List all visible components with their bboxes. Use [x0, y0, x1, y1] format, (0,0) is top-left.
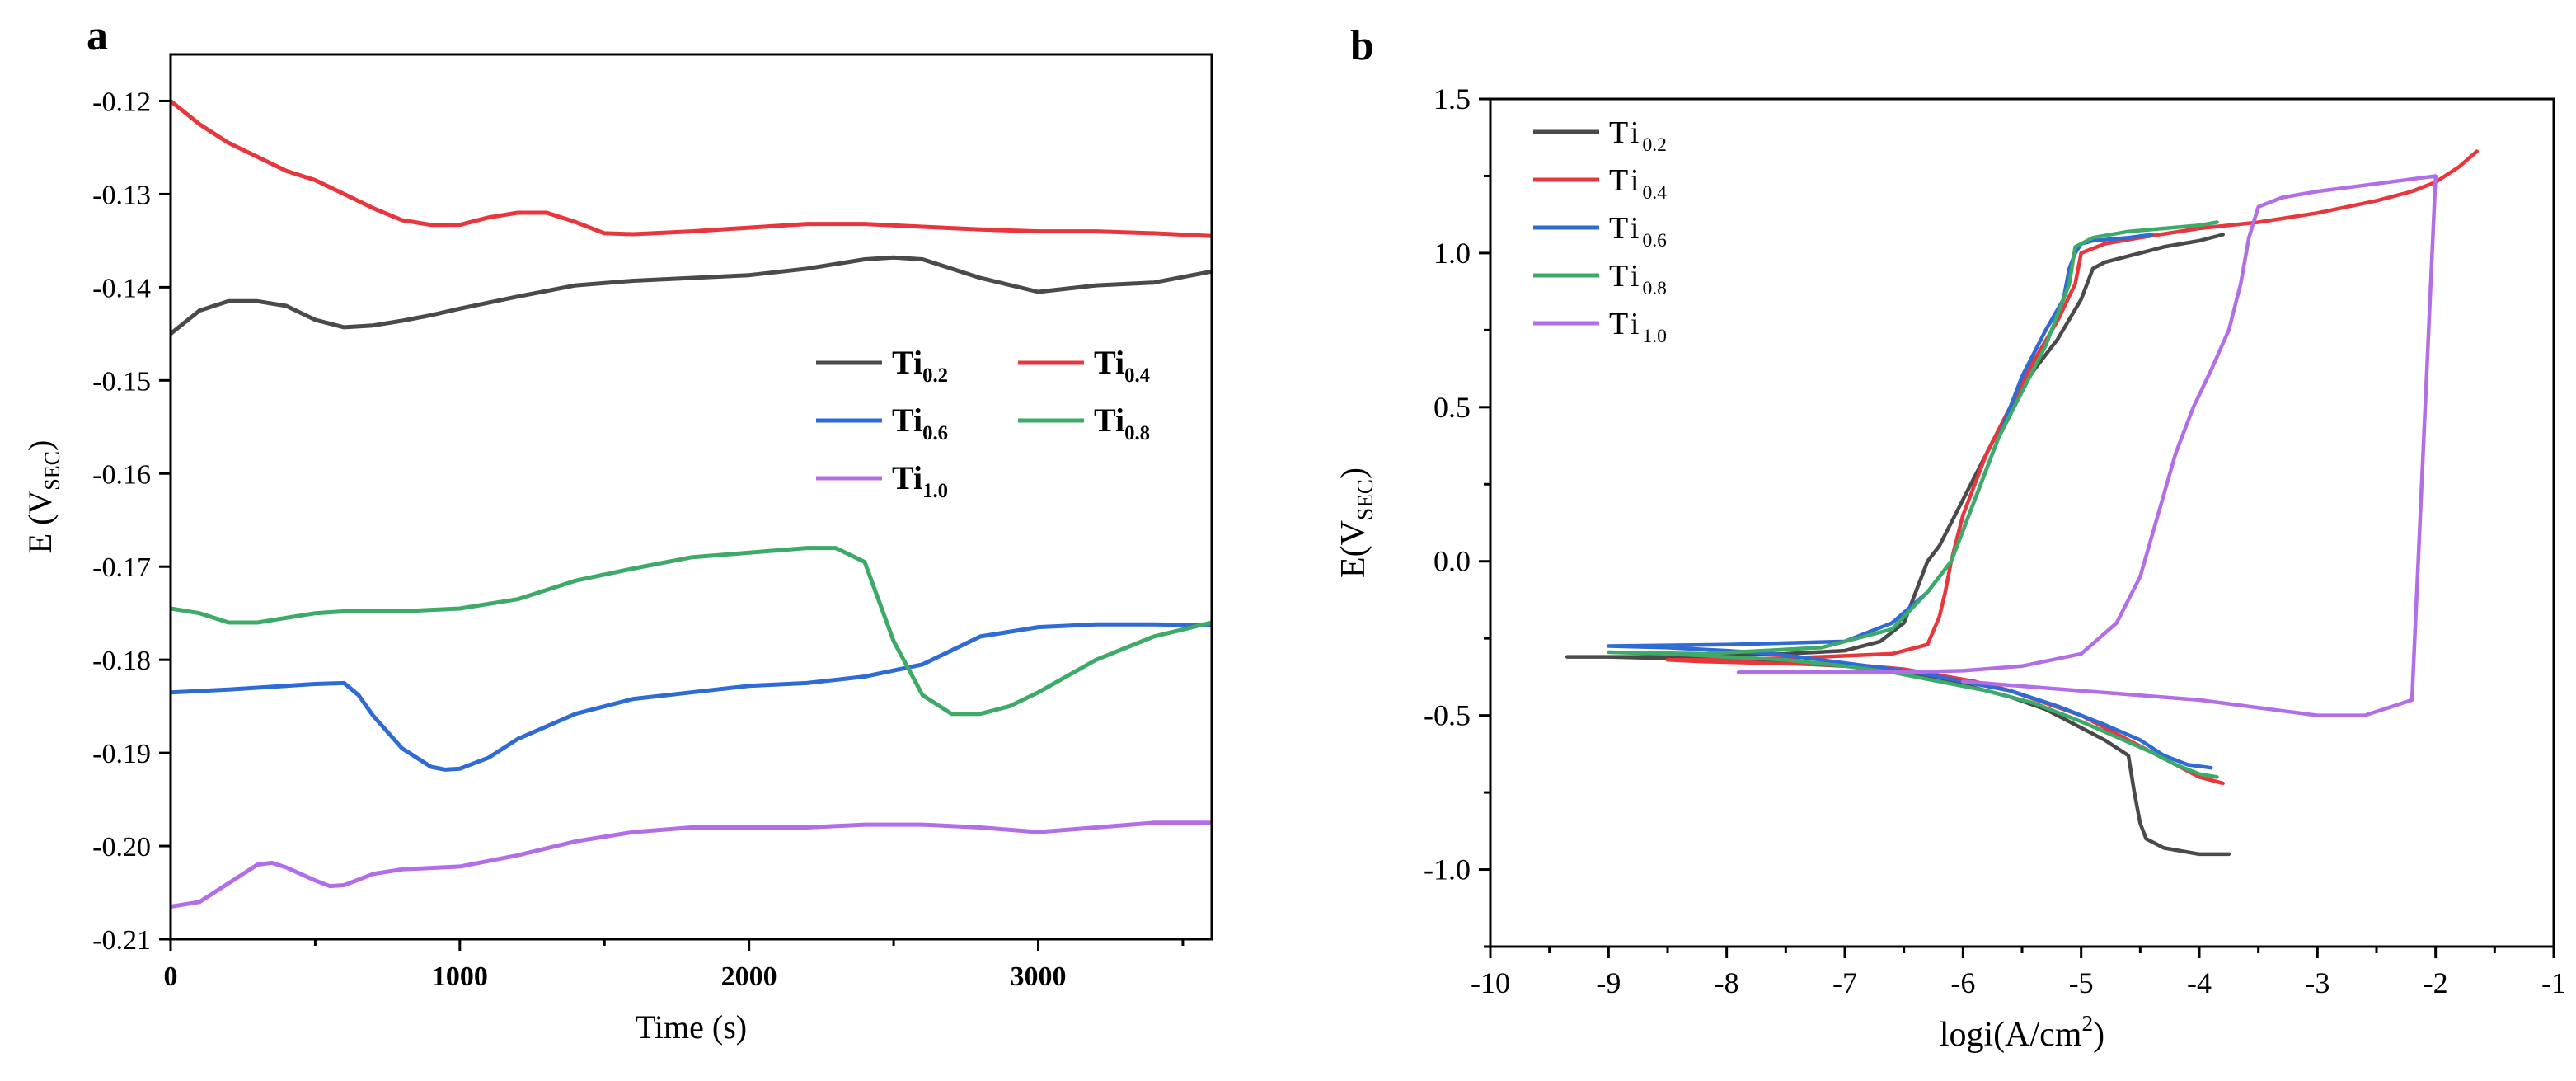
- y-tick-label: -0.15: [92, 366, 151, 397]
- panel-label-a: a: [87, 12, 108, 59]
- legend-item: Ti0.8: [1018, 402, 1150, 444]
- series-line-ti-0-6: [1607, 233, 2213, 770]
- legend-item: Ti0.2: [1533, 115, 1667, 156]
- y-tick-label: -0.19: [92, 739, 151, 769]
- series-line-ti-0-4: [171, 99, 1212, 238]
- y-tick-label: -0.20: [92, 832, 151, 862]
- legend-item: Ti0.6: [1533, 211, 1667, 251]
- legend-label: Ti0.6: [892, 402, 948, 444]
- y-tick-label: -0.14: [92, 273, 151, 303]
- x-axis-label: Time (s): [636, 1008, 747, 1046]
- x-tick-label: -9: [1596, 966, 1621, 999]
- y-axis-label: E (VSEC): [21, 440, 64, 554]
- legend-label: Ti0.4: [1609, 163, 1667, 204]
- x-tick-label: -4: [2187, 966, 2212, 999]
- plot-frame: [1489, 97, 2555, 948]
- y-tick-label: -0.5: [1424, 699, 1471, 732]
- series-group: [171, 99, 1212, 909]
- y-tick-label: 0.0: [1433, 545, 1471, 578]
- legend-label: Ti0.8: [1609, 259, 1667, 299]
- legend-label: Ti0.2: [892, 344, 948, 387]
- y-tick-label: -1.0: [1424, 853, 1471, 886]
- legend-label: Ti1.0: [1609, 307, 1667, 347]
- y-tick-label: -0.13: [92, 180, 151, 210]
- y-tick-label: -0.12: [92, 87, 151, 117]
- y-tick-label: -0.16: [92, 459, 151, 490]
- legend: Ti0.2 Ti0.4 Ti0.6 Ti0.8 Ti1.0: [816, 344, 1150, 502]
- legend-item: Ti0.8: [1533, 259, 1667, 299]
- y-tick-label: -0.17: [92, 552, 151, 583]
- series-line-ti-0-2: [171, 255, 1212, 336]
- legend-item: Ti1.0: [816, 459, 948, 502]
- legend-item: Ti0.4: [1018, 344, 1150, 387]
- series-line-ti-0-8: [171, 546, 1212, 717]
- legend-label: Ti0.6: [1609, 211, 1667, 251]
- x-tick-label: 0: [164, 961, 178, 992]
- legend-label: Ti0.8: [1094, 402, 1150, 444]
- legend-item: Ti0.2: [816, 344, 948, 387]
- x-axis-label: logi(A/cm2): [1940, 1011, 2104, 1054]
- x-tick-label: 1000: [432, 961, 488, 992]
- plot-frame: [169, 53, 1213, 941]
- series-group: [1565, 149, 2480, 857]
- legend-item: Ti1.0: [1533, 307, 1667, 347]
- x-tick-label: -10: [1471, 966, 1510, 999]
- series-line-ti-1-0: [171, 820, 1212, 909]
- x-tick-label: -7: [1832, 966, 1857, 999]
- x-tick-label: -8: [1715, 966, 1739, 999]
- x-tick-label: -3: [2305, 966, 2330, 999]
- x-tick-label: 2000: [721, 961, 777, 992]
- x-tick-label: -6: [1950, 966, 1975, 999]
- y-tick-label: 0.5: [1433, 391, 1471, 424]
- legend-item: Ti0.6: [816, 402, 948, 444]
- x-tick-label: -2: [2424, 966, 2448, 999]
- y-tick-label: -0.21: [92, 925, 151, 956]
- series-line-ti-0-6: [171, 622, 1212, 772]
- panel-label-b: b: [1350, 22, 1374, 69]
- series-line-ti-1-0: [1736, 174, 2438, 717]
- legend-item: Ti0.4: [1533, 163, 1667, 204]
- legend: Ti0.2 Ti0.4 Ti0.6 Ti0.8 Ti1.0: [1533, 115, 1667, 347]
- y-tick-label: 1.5: [1433, 82, 1471, 115]
- x-tick-label: -5: [2069, 966, 2094, 999]
- chart-panel-b: -10 -9 -8 -7 -6 -5 -4 -3 -2 -1 -1.0 -0.5 0.0 0.5 1.0 1.…: [1335, 82, 2566, 1054]
- series-line-ti-0-2: [1565, 233, 2231, 857]
- chart-panel-a: 0 1000 2000 3000 -0.21 -0.20 -0.19 -0.18 -0.17 -0…: [21, 53, 1213, 1046]
- y-axis-label: E(VSEC): [1335, 468, 1377, 578]
- y-tick-label: -0.18: [92, 646, 151, 676]
- x-tick-label: 3000: [1011, 961, 1067, 992]
- y-tick-label: 1.0: [1433, 237, 1471, 270]
- legend-label: Ti0.2: [1609, 115, 1667, 156]
- legend-label: Ti1.0: [892, 459, 948, 502]
- legend-label: Ti0.4: [1094, 344, 1150, 387]
- series-line-ti-0-8: [1607, 220, 2219, 779]
- x-tick-label: -1: [2541, 966, 2566, 999]
